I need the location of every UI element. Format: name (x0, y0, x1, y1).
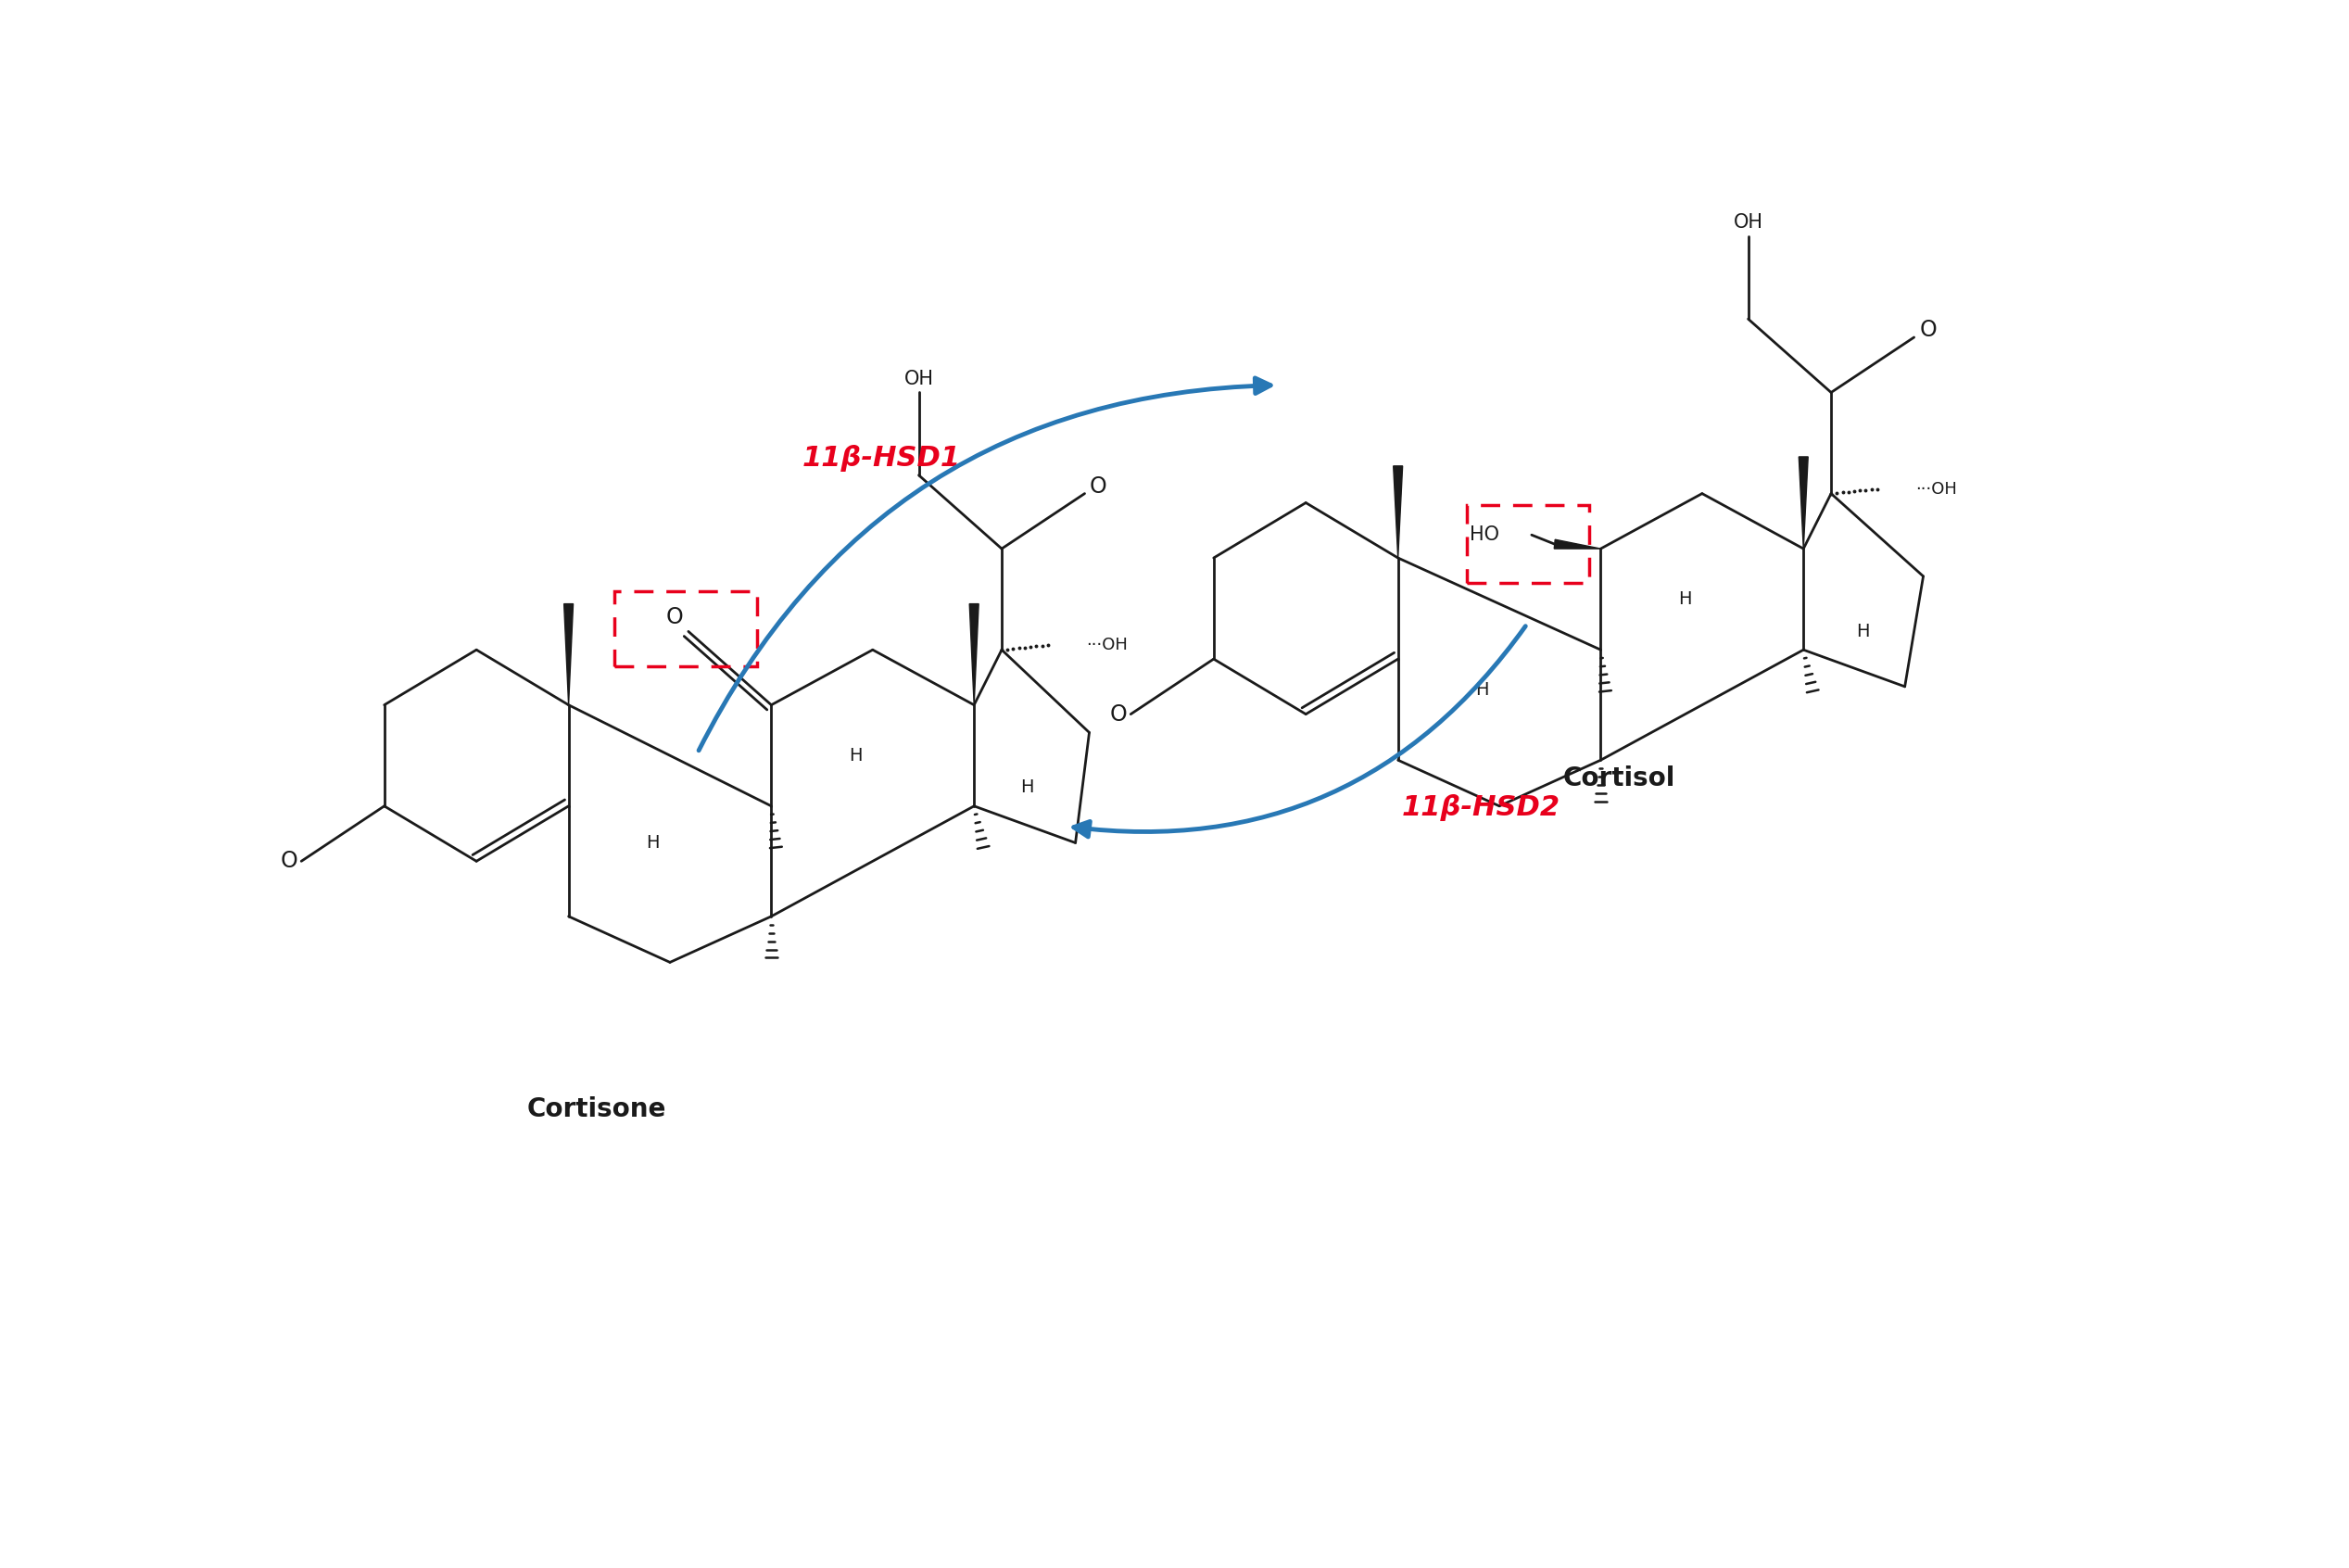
Text: 11β-HSD2: 11β-HSD2 (1402, 795, 1560, 822)
Text: ···OH: ···OH (1917, 481, 1957, 497)
Text: O: O (1111, 702, 1128, 726)
Text: H: H (1022, 779, 1034, 797)
Text: H: H (1680, 591, 1691, 608)
Text: H: H (1475, 681, 1489, 698)
Text: HO: HO (1470, 525, 1499, 544)
Text: O: O (280, 850, 298, 872)
Polygon shape (1393, 466, 1402, 558)
Text: H: H (1856, 622, 1870, 640)
Text: O: O (1919, 318, 1936, 342)
Polygon shape (564, 604, 573, 706)
Text: H: H (848, 746, 862, 764)
Text: H: H (646, 834, 660, 851)
Text: ···OH: ···OH (1088, 637, 1128, 654)
Text: 11β-HSD1: 11β-HSD1 (803, 445, 961, 472)
Text: O: O (1090, 475, 1106, 497)
Text: OH: OH (1734, 213, 1764, 232)
Polygon shape (970, 604, 980, 706)
Polygon shape (1555, 539, 1600, 549)
FancyArrowPatch shape (698, 378, 1271, 751)
Text: O: O (665, 607, 684, 629)
Text: Cortisol: Cortisol (1562, 765, 1675, 792)
FancyArrowPatch shape (1073, 626, 1525, 837)
Text: OH: OH (904, 370, 933, 387)
Polygon shape (1799, 456, 1809, 549)
Text: Cortisone: Cortisone (526, 1096, 665, 1123)
